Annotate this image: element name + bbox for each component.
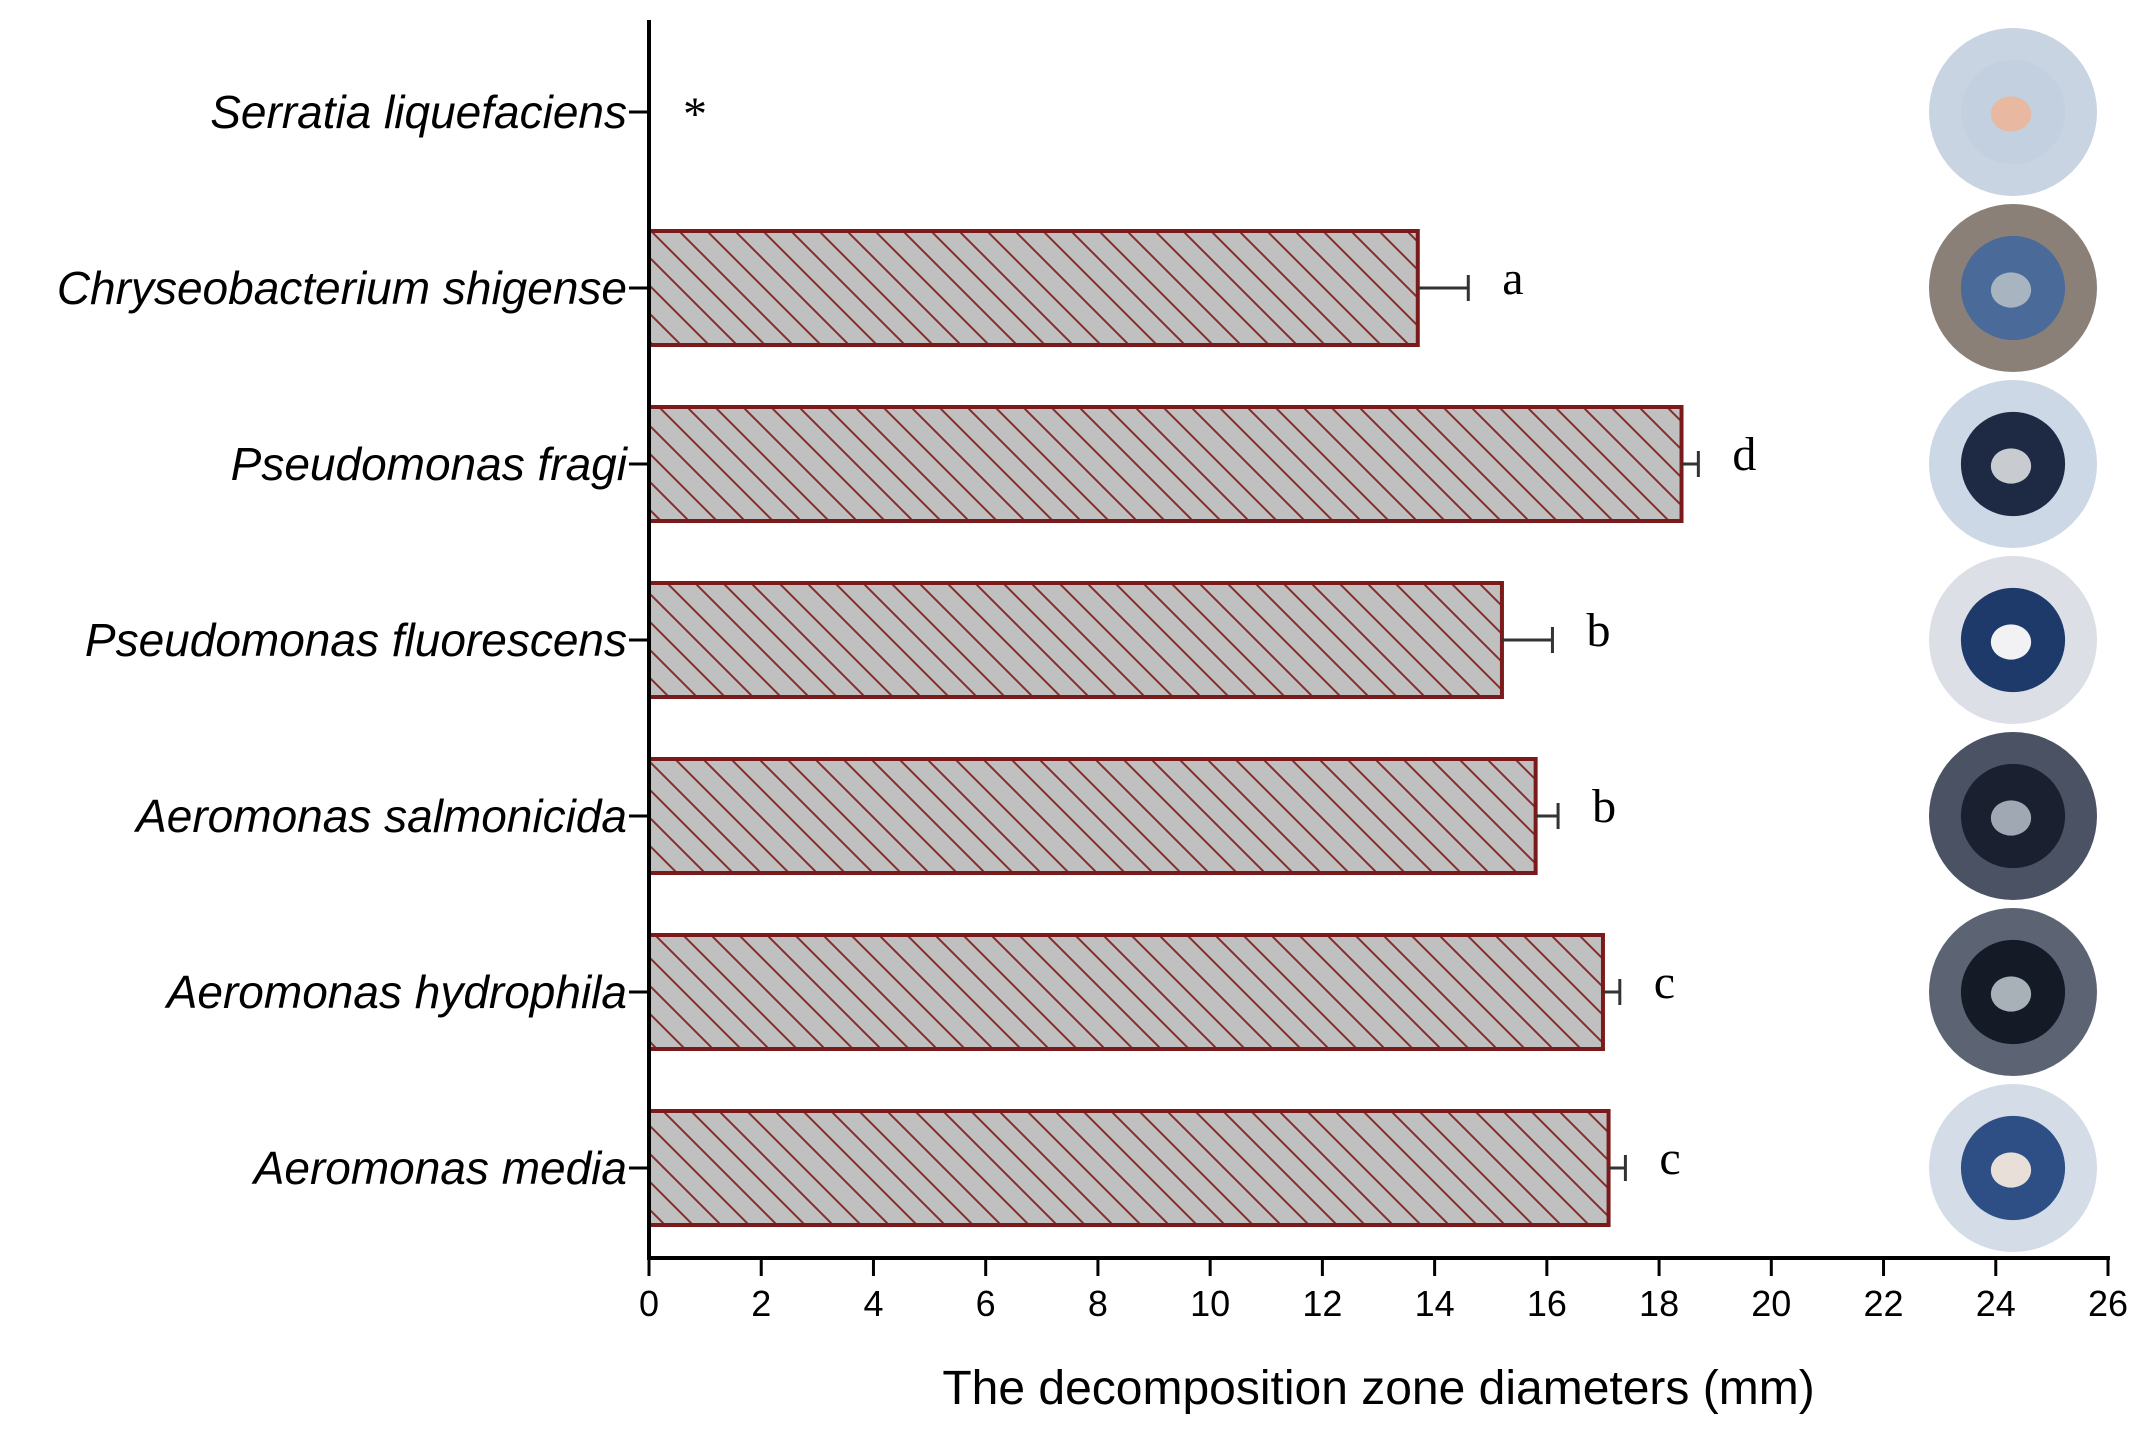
plate-colony bbox=[1990, 800, 2032, 836]
significance-label: a bbox=[1502, 252, 1523, 305]
bar bbox=[647, 1109, 1611, 1227]
plate-colony bbox=[1990, 976, 2032, 1012]
error-bars-layer bbox=[1417, 275, 1700, 1181]
plates-layer bbox=[1929, 28, 2097, 1252]
plate-colony bbox=[1990, 624, 2032, 660]
plate-colony bbox=[1990, 96, 2032, 132]
x-tick-label: 22 bbox=[1864, 1283, 1904, 1324]
significance-label: b bbox=[1592, 780, 1616, 833]
x-tick-label: 2 bbox=[751, 1283, 771, 1324]
bar bbox=[647, 757, 1538, 875]
x-tick-label: 24 bbox=[1976, 1283, 2016, 1324]
significance-label: d bbox=[1732, 428, 1756, 481]
significance-label: * bbox=[683, 88, 707, 141]
category-label: Pseudomonas fragi bbox=[231, 438, 629, 490]
x-tick-label: 4 bbox=[863, 1283, 883, 1324]
category-label: Serratia liquefaciens bbox=[210, 86, 627, 138]
bar bbox=[647, 229, 1420, 347]
category-label: Aeromonas hydrophila bbox=[164, 966, 627, 1018]
plate-colony bbox=[1990, 1152, 2032, 1188]
bar bbox=[647, 933, 1605, 1051]
plate-colony bbox=[1990, 272, 2032, 308]
bars-layer bbox=[647, 229, 1684, 1227]
bar bbox=[647, 405, 1684, 523]
x-tick-label: 16 bbox=[1527, 1283, 1567, 1324]
plate-colony bbox=[1990, 448, 2032, 484]
x-tick-label: 0 bbox=[639, 1283, 659, 1324]
x-tick-label: 26 bbox=[2088, 1283, 2128, 1324]
x-tick-label: 10 bbox=[1190, 1283, 1230, 1324]
significance-label: c bbox=[1654, 956, 1675, 1009]
category-label: Aeromonas salmonicida bbox=[133, 790, 627, 842]
x-tick-label: 12 bbox=[1302, 1283, 1342, 1324]
x-tick-label: 8 bbox=[1088, 1283, 1108, 1324]
labels-layer: Serratia liquefaciens * Chryseobacterium s… bbox=[57, 86, 1757, 1194]
category-label: Pseudomonas fluorescens bbox=[85, 614, 627, 666]
x-tick-label: 14 bbox=[1415, 1283, 1455, 1324]
category-label: Chryseobacterium shigense bbox=[57, 262, 627, 314]
bar bbox=[647, 581, 1504, 699]
x-tick-label: 6 bbox=[976, 1283, 996, 1324]
significance-label: b bbox=[1586, 604, 1610, 657]
x-axis-title: The decomposition zone diameters (mm) bbox=[942, 1362, 1814, 1415]
x-tick-label: 18 bbox=[1639, 1283, 1679, 1324]
significance-label: c bbox=[1659, 1132, 1680, 1185]
x-tick-label: 20 bbox=[1751, 1283, 1791, 1324]
category-label: Aeromonas media bbox=[251, 1142, 627, 1194]
